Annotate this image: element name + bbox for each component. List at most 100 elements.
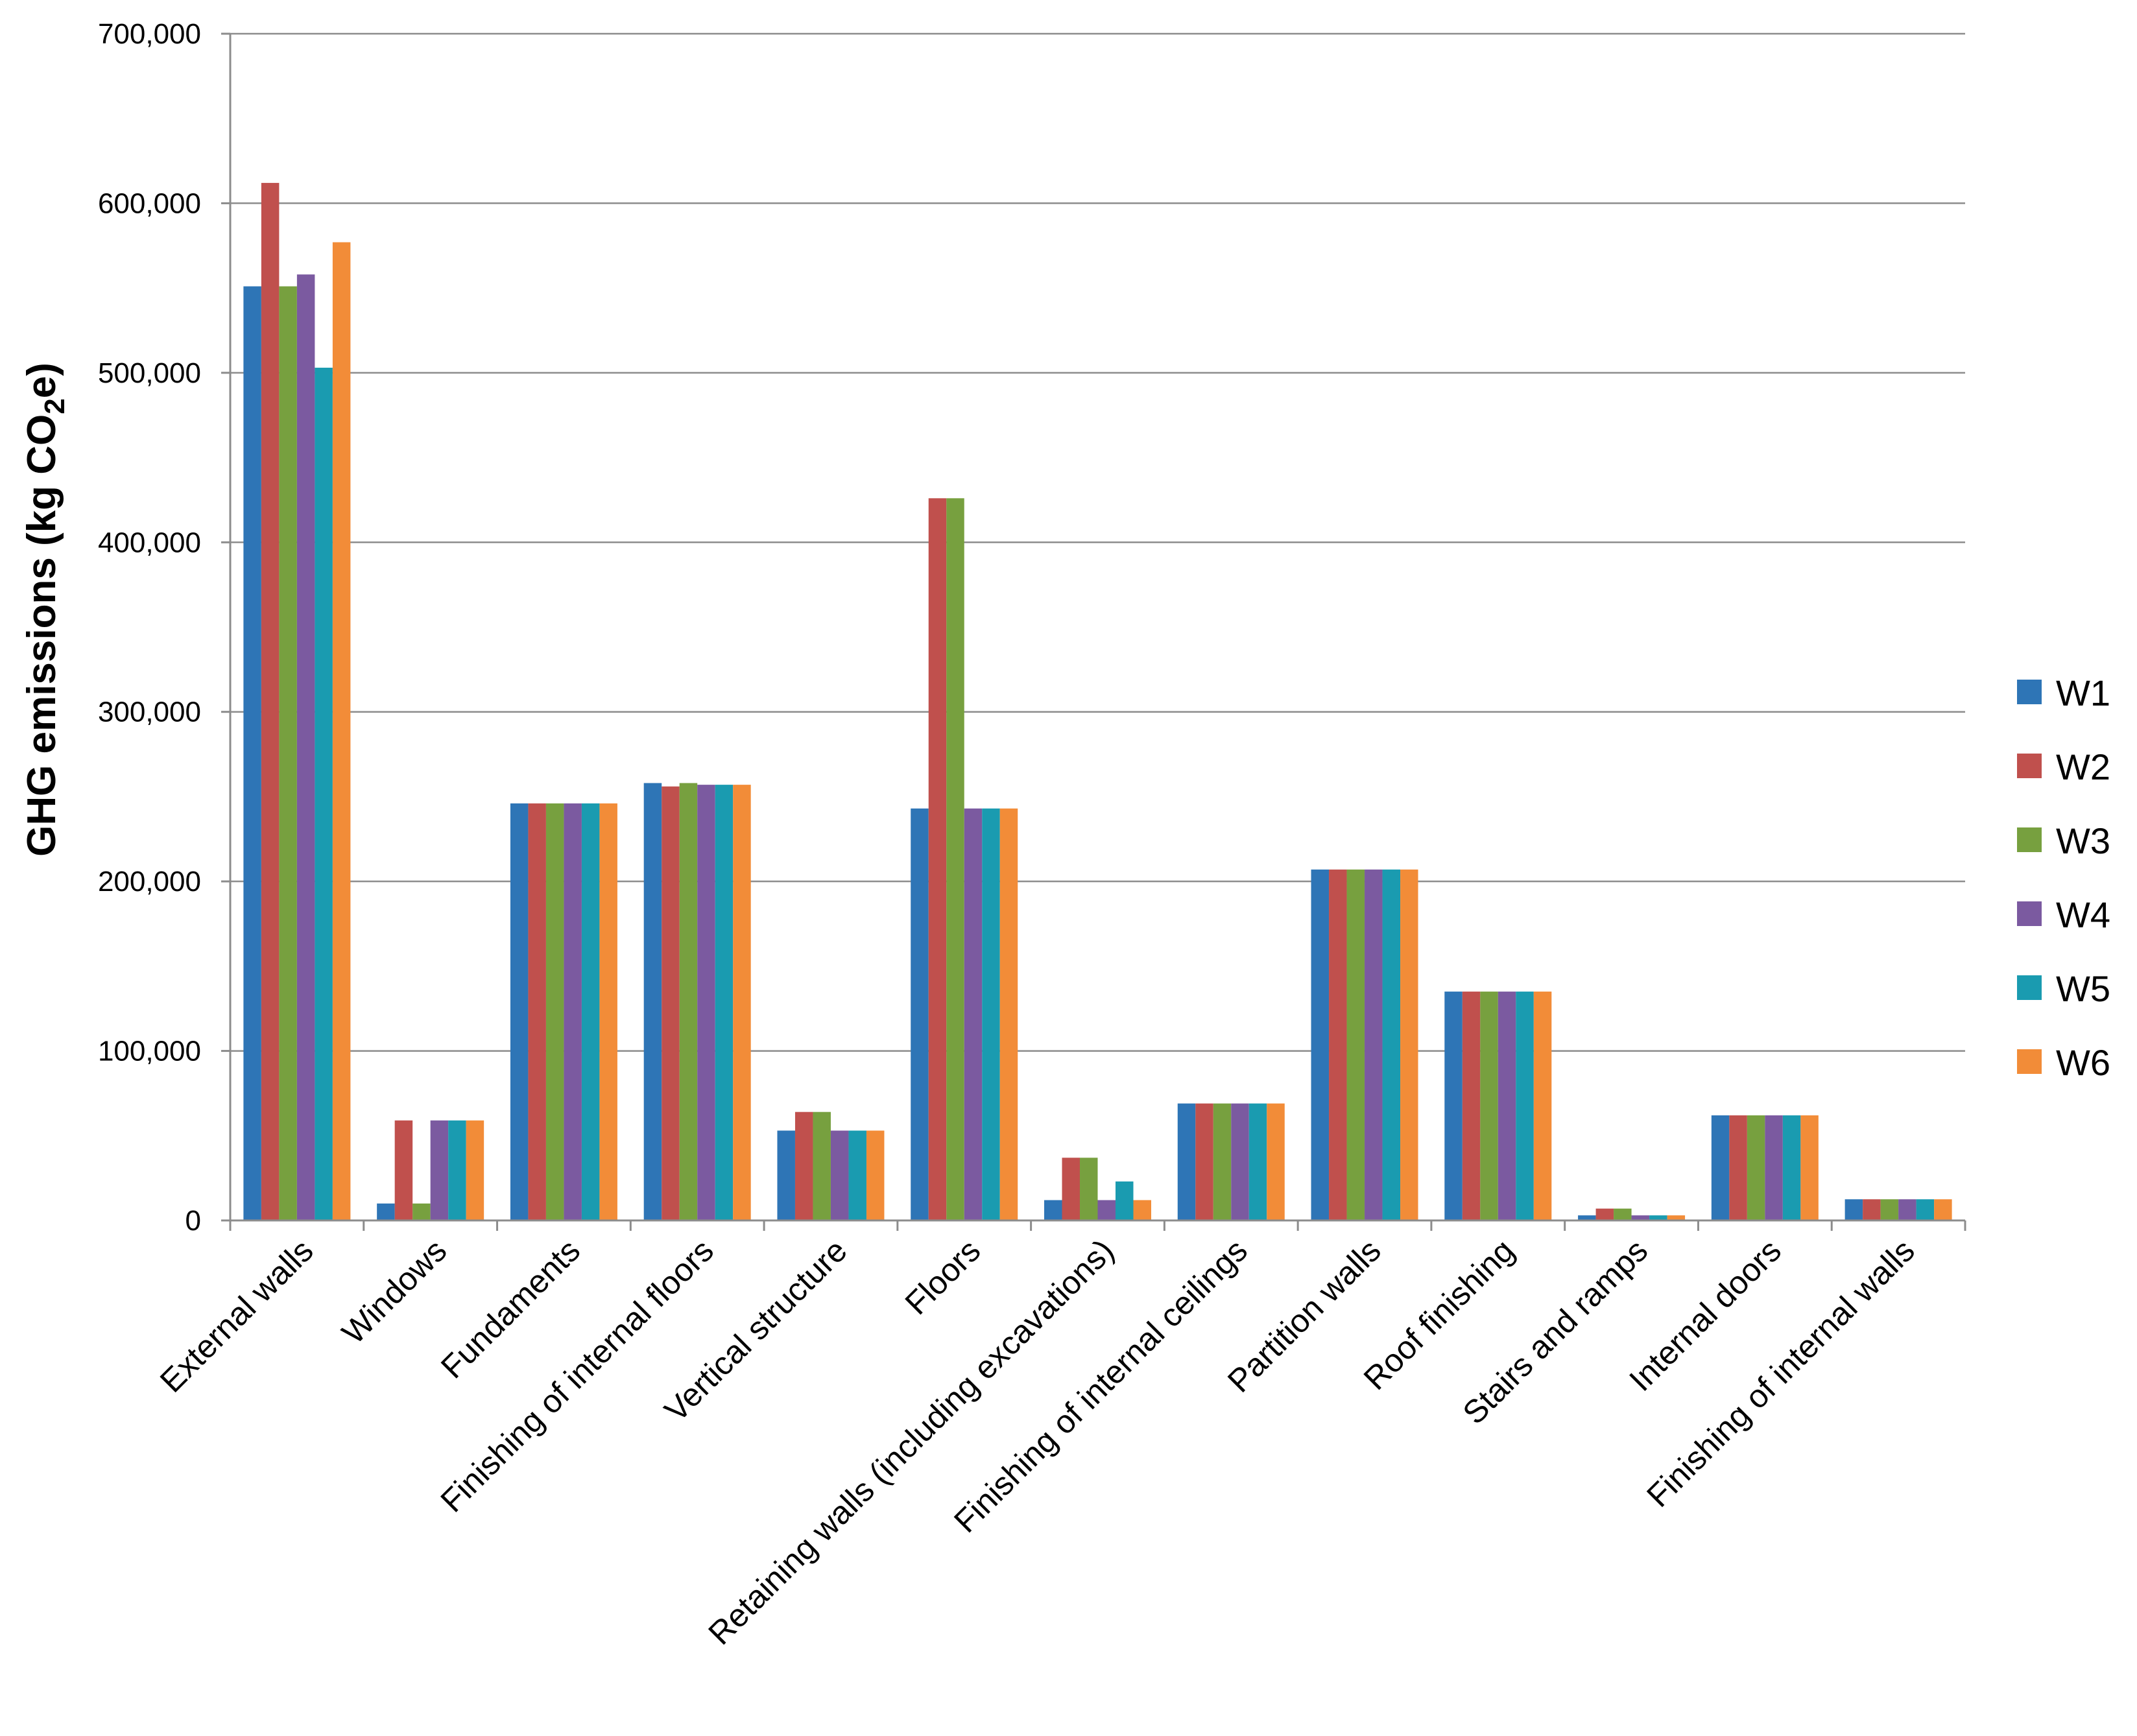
x-tick-label: Finishing of internal ceilings bbox=[947, 1232, 1254, 1540]
bar-w6 bbox=[733, 785, 751, 1220]
bar-w4 bbox=[564, 803, 582, 1220]
bar-w6 bbox=[866, 1130, 885, 1220]
y-tick-label: 700,000 bbox=[98, 18, 201, 50]
bar-w1 bbox=[1044, 1200, 1062, 1220]
legend-swatch-w5 bbox=[2017, 975, 2042, 1000]
bar-w6 bbox=[1533, 992, 1552, 1220]
bar-w5 bbox=[581, 803, 600, 1220]
bar-w1 bbox=[1845, 1199, 1863, 1220]
y-tick-label: 400,000 bbox=[98, 527, 201, 558]
bar-w1 bbox=[777, 1130, 795, 1220]
bar-w3 bbox=[813, 1112, 831, 1220]
legend-label-w1: W1 bbox=[2056, 672, 2110, 713]
bar-w2 bbox=[1863, 1199, 1881, 1220]
legend-swatch-w4 bbox=[2017, 901, 2042, 926]
bar-w3 bbox=[1614, 1208, 1632, 1220]
y-tick-label: 0 bbox=[185, 1205, 201, 1237]
legend-label-w6: W6 bbox=[2056, 1042, 2110, 1083]
bar-w2 bbox=[1595, 1208, 1614, 1220]
bar-w5 bbox=[448, 1120, 466, 1220]
bar-w3 bbox=[946, 498, 964, 1221]
bar-w6 bbox=[999, 808, 1018, 1220]
bar-w1 bbox=[1444, 992, 1462, 1220]
bar-w3 bbox=[1747, 1115, 1765, 1220]
bar-w5 bbox=[1382, 869, 1401, 1220]
bar-w5 bbox=[1116, 1181, 1134, 1220]
bar-w3 bbox=[545, 803, 564, 1220]
y-tick-label: 500,000 bbox=[98, 357, 201, 389]
bar-w1 bbox=[1578, 1215, 1596, 1220]
bar-w6 bbox=[332, 242, 351, 1220]
y-axis-title-suffix: e) bbox=[19, 363, 64, 398]
bar-w1 bbox=[1711, 1115, 1730, 1220]
bar-w2 bbox=[662, 786, 680, 1220]
bar-w2 bbox=[928, 498, 947, 1221]
gridlines bbox=[230, 32, 1965, 1052]
x-tick-label: Finishing of internal floors bbox=[434, 1232, 721, 1519]
bar-w5 bbox=[315, 368, 333, 1220]
bars bbox=[243, 183, 1952, 1221]
x-tick-labels: External walls WindowsFundamentsFinishing… bbox=[153, 1232, 1922, 1652]
legend-swatch-w1 bbox=[2017, 680, 2042, 704]
bar-w1 bbox=[510, 803, 529, 1220]
bar-w2 bbox=[1729, 1115, 1747, 1220]
bar-w5 bbox=[982, 808, 1000, 1220]
legend-swatch-w2 bbox=[2017, 754, 2042, 778]
bar-w6 bbox=[1267, 1103, 1285, 1220]
bar-w3 bbox=[412, 1203, 431, 1220]
bar-w3 bbox=[279, 286, 297, 1220]
legend: W1 W2 W3 W4 W5 W6 bbox=[2017, 672, 2110, 1083]
bar-w4 bbox=[1365, 869, 1383, 1220]
bar-w5 bbox=[1649, 1215, 1667, 1220]
bar-w2 bbox=[1462, 992, 1481, 1220]
bar-w2 bbox=[394, 1120, 413, 1220]
y-axis-title-subscript: 2 bbox=[39, 398, 71, 414]
bar-w4 bbox=[296, 274, 315, 1221]
bar-w4 bbox=[1231, 1103, 1249, 1220]
bar-w4 bbox=[697, 785, 715, 1220]
bar-w3 bbox=[1480, 992, 1498, 1220]
legend-label-w4: W4 bbox=[2056, 894, 2110, 935]
bar-w6 bbox=[466, 1120, 484, 1220]
bar-w5 bbox=[848, 1130, 866, 1220]
bar-w2 bbox=[1329, 869, 1347, 1220]
y-tick-labels: 0 100,000 200,000 300,000 400,000 500,000 600,… bbox=[98, 18, 201, 1237]
bar-w4 bbox=[830, 1130, 849, 1220]
bar-w6 bbox=[1133, 1200, 1151, 1220]
bar-w6 bbox=[1934, 1199, 1952, 1220]
bar-w2 bbox=[1195, 1103, 1213, 1220]
bar-w1 bbox=[377, 1203, 395, 1220]
y-tick-label: 100,000 bbox=[98, 1036, 201, 1067]
bar-w2 bbox=[528, 803, 546, 1220]
y-tick-label: 200,000 bbox=[98, 866, 201, 898]
bar-w1 bbox=[643, 783, 662, 1220]
bar-w3 bbox=[679, 783, 698, 1220]
y-axis-title-main: GHG emissions (kg CO bbox=[19, 414, 64, 857]
bar-w5 bbox=[1516, 992, 1534, 1220]
x-tick-label: Finishing of internal walls bbox=[1640, 1232, 1922, 1514]
y-tick-label: 600,000 bbox=[98, 187, 201, 219]
bar-w3 bbox=[1213, 1103, 1232, 1220]
bar-w6 bbox=[599, 803, 617, 1220]
bar-w5 bbox=[1248, 1103, 1267, 1220]
bar-w1 bbox=[1311, 869, 1330, 1220]
bar-w6 bbox=[1800, 1115, 1819, 1220]
bar-w3 bbox=[1346, 869, 1365, 1220]
bar-w2 bbox=[794, 1112, 813, 1220]
bar-w1 bbox=[243, 286, 261, 1220]
y-tick-label: 300,000 bbox=[98, 696, 201, 728]
bar-w2 bbox=[261, 183, 280, 1220]
legend-label-w5: W5 bbox=[2056, 968, 2110, 1009]
bar-w1 bbox=[911, 808, 929, 1220]
bar-w4 bbox=[1631, 1215, 1650, 1220]
bar-w3 bbox=[1880, 1199, 1899, 1220]
bar-w5 bbox=[1782, 1115, 1801, 1220]
legend-label-w2: W2 bbox=[2056, 746, 2110, 787]
legend-swatch-w6 bbox=[2017, 1049, 2042, 1074]
x-tick-label: Floors bbox=[898, 1232, 988, 1322]
bar-w6 bbox=[1667, 1215, 1686, 1220]
bar-w4 bbox=[430, 1120, 449, 1220]
bar-w4 bbox=[964, 808, 983, 1220]
legend-swatch-w3 bbox=[2017, 827, 2042, 852]
